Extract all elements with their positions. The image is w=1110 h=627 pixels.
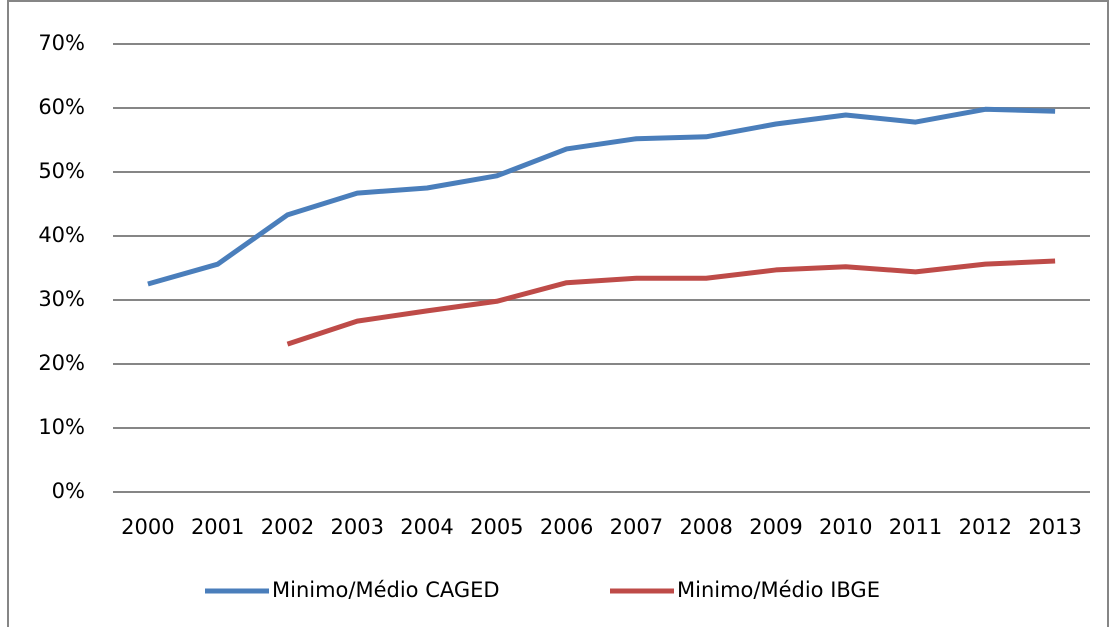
y-tick-label: 10% xyxy=(38,415,85,439)
chart-border xyxy=(7,0,1109,627)
x-tick-label: 2006 xyxy=(540,515,593,539)
y-tick-label: 50% xyxy=(38,159,85,183)
data-line xyxy=(286,258,1056,347)
x-tick-label: 2001 xyxy=(191,515,244,539)
y-tick-label: 70% xyxy=(38,31,85,55)
y-tick-label: 30% xyxy=(38,287,85,311)
y-tick-label: 0% xyxy=(52,479,85,503)
x-tick-label: 2011 xyxy=(889,515,942,539)
x-tick-label: 2000 xyxy=(121,515,174,539)
x-tick-label: 2013 xyxy=(1028,515,1081,539)
x-tick-label: 2008 xyxy=(679,515,732,539)
y-tick-label: 40% xyxy=(38,223,85,247)
x-tick-label: 2012 xyxy=(959,515,1012,539)
x-tick-label: 2007 xyxy=(610,515,663,539)
y-tick-label: 60% xyxy=(38,95,85,119)
x-tick-label: 2002 xyxy=(261,515,314,539)
x-tick-label: 2005 xyxy=(470,515,523,539)
x-tick-label: 2009 xyxy=(749,515,802,539)
legend-label: Minimo/Médio IBGE xyxy=(677,578,880,602)
x-tick-label: 2003 xyxy=(331,515,384,539)
y-tick-label: 20% xyxy=(38,351,85,375)
data-line xyxy=(147,106,1056,287)
legend-label: Minimo/Médio CAGED xyxy=(272,578,500,602)
x-tick-label: 2004 xyxy=(400,515,453,539)
x-tick-label: 2010 xyxy=(819,515,872,539)
